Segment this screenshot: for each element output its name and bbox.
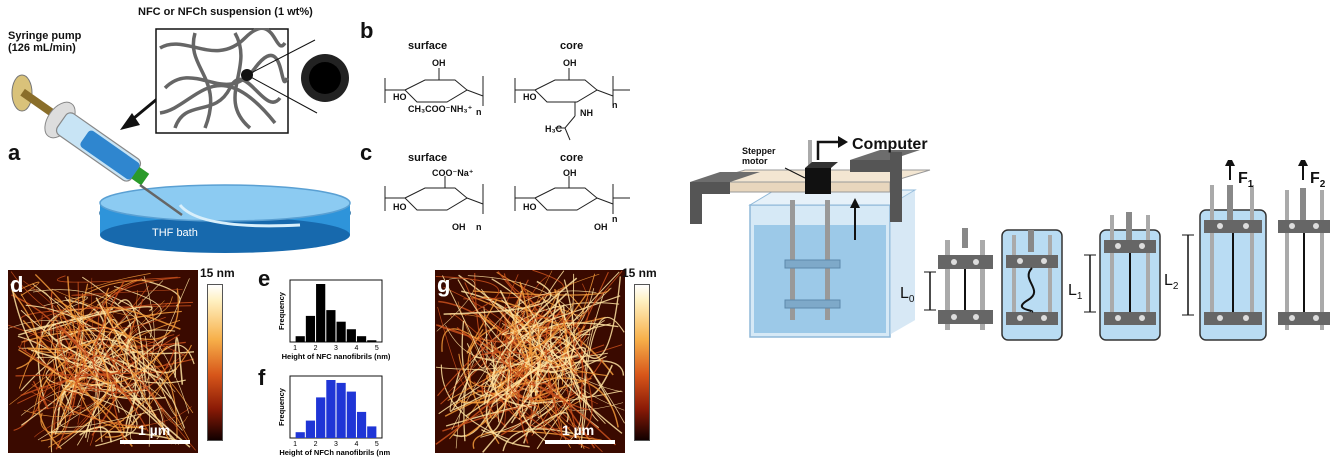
c-n: n — [476, 222, 482, 232]
panel-g-letter: g — [437, 272, 451, 297]
hist-xlabel: Height of NFC nanofibrils (nm) — [282, 352, 390, 361]
hist-tick-label: 1 — [293, 441, 297, 448]
hist-bar — [336, 382, 346, 438]
hist-tick-label: 3 — [334, 345, 338, 352]
scale-bar-g-label: 1 µm — [562, 422, 595, 438]
c-core-oh2: OH — [594, 222, 608, 232]
hist-tick-label: 4 — [354, 345, 358, 352]
afm-image-g — [435, 270, 625, 453]
suspension-label: NFC or NFCh suspension (1 wt%) — [138, 6, 313, 18]
hist-xlabel: Height of NFCh nanofibrils (nm) — [279, 448, 390, 457]
panel-f-letter: f — [258, 365, 266, 390]
stretching-apparatus — [690, 136, 931, 338]
hist-bar — [326, 310, 336, 342]
hist-bar — [336, 321, 346, 342]
panel-c-letter: c — [360, 140, 373, 165]
hist-tick-label: 1 — [293, 345, 297, 352]
c-oh: OH — [452, 222, 466, 232]
panel-e-letter: e — [258, 266, 271, 291]
chemical-structures — [384, 68, 630, 214]
c-core-label: core — [560, 152, 584, 164]
b-oh: OH — [432, 58, 446, 68]
b-core-n: n — [612, 100, 618, 110]
hist-tick-label: 3 — [334, 441, 338, 448]
c-surface-label: surface — [408, 152, 448, 164]
hist-bar — [305, 315, 316, 342]
afm-image-d — [8, 270, 198, 453]
suspension-box — [155, 28, 349, 134]
scale-bar-g — [545, 440, 615, 444]
hist-bar — [305, 420, 316, 438]
hist-frame — [289, 279, 383, 343]
hist-tick-label: 4 — [354, 441, 358, 448]
hist-ylabel: Frequency — [277, 291, 286, 330]
b-core-substituent: H₃C — [545, 124, 563, 134]
c-core-ho: HO — [523, 202, 537, 212]
hist-bar — [316, 397, 326, 438]
b-core-nh: NH — [580, 108, 593, 118]
hist-bar — [346, 391, 356, 438]
b-ho: HO — [393, 92, 407, 102]
hist-tick-label: 2 — [314, 441, 318, 448]
hist-bar — [367, 426, 377, 438]
hist-bar — [295, 336, 305, 342]
hist-bar — [295, 432, 305, 438]
c-surface-substituent: COO⁻Na⁺ — [432, 168, 474, 178]
panel-d-letter: d — [10, 272, 24, 297]
b-n: n — [476, 107, 482, 117]
c-core-n: n — [612, 214, 618, 224]
panel-b-letter: b — [360, 18, 374, 43]
hist-bar — [316, 284, 326, 342]
c-ho: HO — [393, 202, 407, 212]
syringe-illustration — [11, 74, 351, 253]
b-core-ho: HO — [523, 92, 537, 102]
L1-label: L1 — [1068, 282, 1083, 303]
scale-bar-d-label: 1 µm — [138, 422, 171, 438]
stretching-stages — [924, 160, 1330, 341]
panel-a-letter: a — [8, 140, 21, 165]
b-surface-substituent: CH₃COO⁻NH₃⁺ — [408, 104, 473, 114]
hist-frame — [289, 375, 383, 439]
b-core-oh: OH — [563, 58, 577, 68]
hist-tick-label: 2 — [314, 345, 318, 352]
hist-ylabel: Frequency — [277, 387, 286, 426]
F1-label: F1 — [1238, 170, 1254, 191]
hist-tick-label: 5 — [375, 345, 379, 352]
computer-label: Computer — [852, 136, 928, 153]
hist-bar — [356, 336, 367, 342]
colorbar-d-max: 15 nm — [200, 266, 235, 280]
colorbar-d — [207, 284, 223, 441]
c-core-oh: OH — [563, 168, 577, 178]
hist-bar — [346, 329, 356, 342]
thf-bath-label: THF bath — [152, 227, 198, 239]
F2-label: F2 — [1310, 170, 1326, 191]
L0-label: L0 — [900, 285, 915, 306]
hist-bar — [326, 380, 336, 438]
hist-tick-label: 5 — [375, 441, 379, 448]
stepper-motor-label: Stepper motor — [742, 146, 776, 166]
colorbar-g — [634, 284, 650, 441]
syringe-pump-label: Syringe pump (126 mL/min) — [8, 30, 82, 54]
scale-bar-d — [120, 440, 190, 444]
b-surface-label: surface — [408, 40, 448, 52]
hist-bar — [356, 411, 367, 438]
colorbar-g-max: 15 nm — [622, 266, 657, 280]
b-core-label: core — [560, 40, 584, 52]
hist-bar — [367, 340, 377, 342]
L2-label: L2 — [1164, 272, 1179, 293]
